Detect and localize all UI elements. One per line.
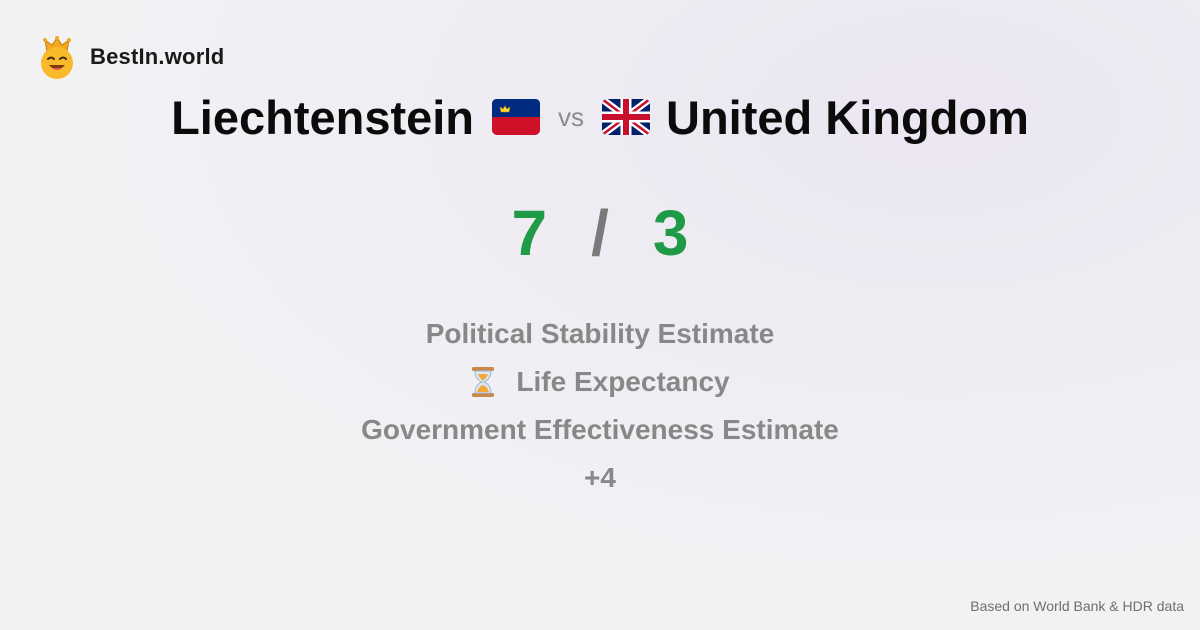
vs-label: vs <box>558 101 585 132</box>
right-country-name: United Kingdom <box>666 90 1029 144</box>
score: 7 / 3 <box>0 196 1200 270</box>
liechtenstein-flag-icon <box>492 99 541 135</box>
more-categories-count: +4 <box>584 454 616 502</box>
right-score: 3 <box>652 197 689 269</box>
category-item: Political Stability Estimate <box>426 310 775 358</box>
category-item: Life Expectancy <box>470 358 730 406</box>
data-source-note: Based on World Bank & HDR data <box>970 598 1184 614</box>
smiling-face-with-crown-icon <box>41 36 73 79</box>
comparison-title: Liechtenstein vs United Kingdom <box>0 86 1200 148</box>
category-item: Government Effectiveness Estimate <box>361 406 839 454</box>
brand-name: BestIn.world <box>90 44 225 69</box>
left-score: 7 <box>511 197 548 269</box>
category-label: Government Effectiveness Estimate <box>361 414 839 445</box>
brand-logo[interactable]: BestIn.world <box>38 35 224 79</box>
category-label: Life Expectancy <box>516 366 730 397</box>
score-separator: / <box>591 197 609 269</box>
category-label: +4 <box>584 462 616 493</box>
left-country-name: Liechtenstein <box>171 90 475 144</box>
united-kingdom-flag-icon <box>602 99 651 135</box>
category-list: Political Stability Estimate Life Expect… <box>0 310 1200 502</box>
category-label: Political Stability Estimate <box>425 318 775 349</box>
hourglass-icon <box>472 367 495 397</box>
